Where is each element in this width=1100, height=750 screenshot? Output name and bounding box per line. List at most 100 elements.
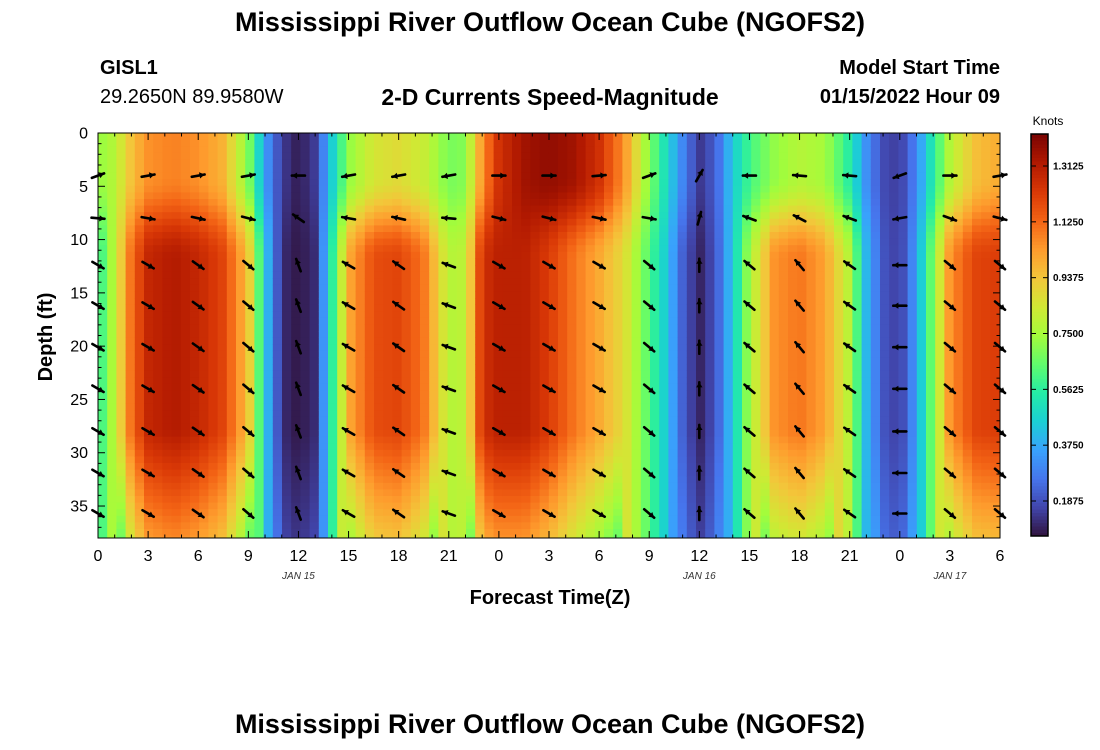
heatmap-cell	[677, 245, 688, 253]
heatmap-cell	[346, 284, 356, 292]
heatmap-cell	[668, 298, 678, 305]
heatmap-cell	[815, 463, 826, 470]
heatmap-cell	[263, 535, 274, 539]
heatmap-cell	[134, 265, 145, 272]
heatmap-cell	[705, 232, 715, 239]
heatmap-cell	[788, 159, 798, 167]
heatmap-cell	[705, 133, 715, 140]
heatmap-cell	[769, 515, 780, 523]
heatmap-cell	[245, 456, 255, 464]
heatmap-cell	[778, 463, 789, 470]
heatmap-cell	[355, 496, 366, 503]
heatmap-cell	[300, 284, 310, 292]
heatmap-cell	[254, 337, 264, 345]
heatmap-cell	[742, 265, 752, 272]
heatmap-cell	[502, 278, 513, 286]
heatmap-cell	[576, 232, 586, 239]
heatmap-cell	[226, 456, 237, 464]
heatmap-cell	[558, 152, 568, 160]
heatmap-cell	[604, 205, 614, 213]
heatmap-cell	[107, 298, 117, 305]
heatmap-cell	[512, 179, 522, 187]
heatmap-cell	[466, 258, 476, 266]
heatmap-cell	[815, 291, 826, 299]
heatmap-cell	[604, 179, 614, 187]
heatmap-cell	[318, 304, 329, 312]
heatmap-cell	[199, 403, 209, 411]
heatmap-cell	[539, 133, 550, 140]
heatmap-cell	[484, 133, 494, 140]
heatmap-cell	[272, 291, 283, 299]
heatmap-cell	[558, 522, 568, 530]
heatmap-cell	[484, 535, 494, 539]
heatmap-cell	[815, 304, 826, 312]
heatmap-cell	[153, 463, 163, 470]
heatmap-cell	[530, 410, 540, 418]
heatmap-cell	[659, 192, 669, 200]
heatmap-cell	[116, 522, 126, 530]
heatmap-cell	[208, 331, 218, 338]
heatmap-cell	[98, 390, 108, 398]
heatmap-cell	[171, 172, 182, 180]
heatmap-cell	[208, 522, 218, 530]
heatmap-cell	[291, 152, 301, 160]
heatmap-cell	[98, 383, 108, 391]
heatmap-cell	[309, 456, 320, 464]
heatmap-cell	[539, 456, 550, 464]
heatmap-cell	[383, 364, 393, 371]
heatmap-cell	[134, 463, 145, 470]
heatmap-cell	[521, 133, 531, 140]
heatmap-cell	[512, 403, 522, 411]
heatmap-cell	[640, 397, 651, 404]
heatmap-cell	[263, 324, 274, 332]
heatmap-cell	[640, 192, 651, 200]
heatmap-cell	[484, 179, 494, 187]
heatmap-cell	[401, 185, 412, 193]
heatmap-cell	[364, 278, 375, 286]
heatmap-cell	[686, 463, 697, 470]
heatmap-cell	[447, 331, 458, 338]
heatmap-cell	[834, 251, 844, 259]
heatmap-cell	[512, 199, 522, 206]
heatmap-cell	[346, 515, 356, 523]
heatmap-cell	[640, 350, 651, 358]
heatmap-cell	[548, 364, 559, 371]
heatmap-cell	[337, 337, 347, 345]
heatmap-cell	[815, 245, 826, 253]
heatmap-cell	[622, 357, 632, 365]
heatmap-cell	[714, 390, 724, 398]
heatmap-cell	[429, 502, 439, 510]
heatmap-cell	[778, 509, 789, 517]
heatmap-cell	[153, 496, 163, 503]
heatmap-cell	[788, 456, 798, 464]
heatmap-cell	[705, 502, 715, 510]
heatmap-cell	[456, 502, 467, 510]
heatmap-cell	[162, 377, 172, 385]
heatmap-cell	[245, 357, 255, 365]
heatmap-cell	[107, 410, 117, 418]
heatmap-cell	[374, 529, 384, 536]
heatmap-cell	[585, 535, 596, 539]
heatmap-cell	[153, 443, 163, 451]
heatmap-cell	[760, 251, 770, 259]
heatmap-cell	[374, 522, 384, 530]
heatmap-cell	[383, 397, 393, 404]
speed-heatmap	[98, 133, 1001, 539]
heatmap-cell	[98, 166, 108, 173]
heatmap-cell	[364, 311, 375, 319]
heatmap-cell	[337, 509, 347, 517]
heatmap-cell	[355, 410, 366, 418]
heatmap-cell	[484, 298, 494, 305]
heatmap-cell	[548, 284, 559, 292]
heatmap-cell	[107, 423, 117, 431]
heatmap-cell	[622, 179, 632, 187]
heatmap-cell	[420, 509, 430, 517]
heatmap-cell	[236, 496, 246, 503]
heatmap-cell	[98, 423, 108, 431]
heatmap-cell	[162, 496, 172, 503]
heatmap-cell	[180, 212, 191, 220]
heatmap-cell	[383, 436, 393, 444]
heatmap-cell	[466, 357, 476, 365]
heatmap-cell	[751, 489, 761, 497]
heatmap-cell	[236, 410, 246, 418]
